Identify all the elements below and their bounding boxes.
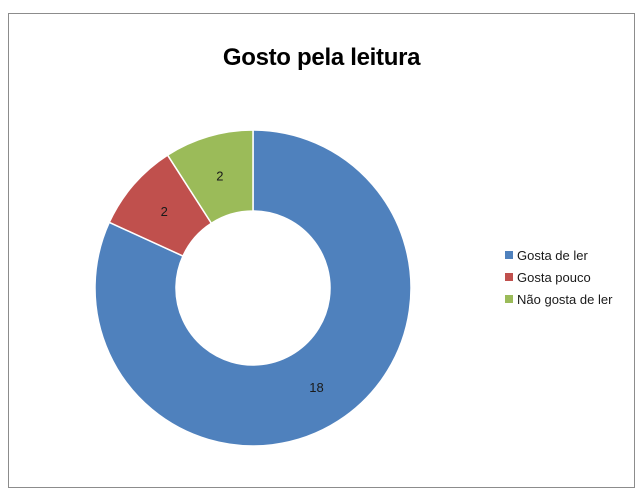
legend-label-nao-gosta-de-ler: Não gosta de ler xyxy=(517,291,613,307)
legend-label-gosta-de-ler: Gosta de ler xyxy=(517,247,588,263)
legend-swatch-gosta-pouco xyxy=(505,273,513,281)
legend-label-gosta-pouco: Gosta pouco xyxy=(517,269,591,285)
chart-title: Gosto pela leitura xyxy=(222,44,421,71)
legend-swatch-gosta-de-ler xyxy=(505,251,513,259)
legend-swatch-nao-gosta-de-ler xyxy=(505,295,513,303)
legend-item-gosta-de-ler: Gosta de ler xyxy=(505,244,612,266)
data-label-gosta-de-ler: 18 xyxy=(309,380,323,395)
slice-nao-gosta-de-ler xyxy=(166,129,254,225)
data-label-gosta-pouco: 2 xyxy=(161,204,168,219)
chart-legend: Gosta de ler Gosta pouco Não gosta de ler xyxy=(505,244,612,310)
legend-item-gosta-pouco: Gosta pouco xyxy=(505,266,612,288)
slice-gosta-de-ler xyxy=(94,129,412,447)
legend-item-nao-gosta-de-ler: Não gosta de ler xyxy=(505,288,612,310)
data-label-nao-gosta-de-ler: 2 xyxy=(216,168,223,183)
